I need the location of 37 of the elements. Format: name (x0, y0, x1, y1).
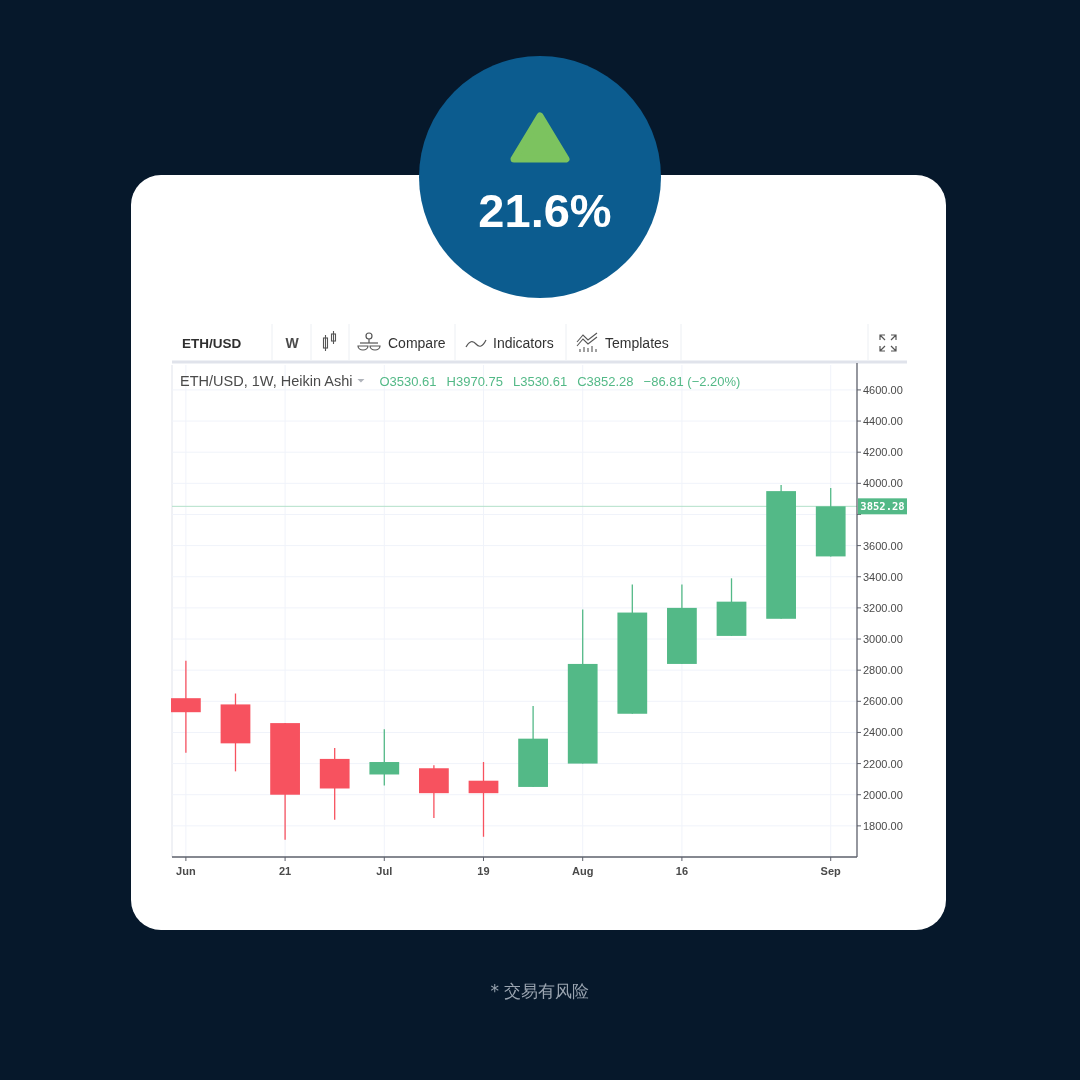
y-tick-label: 3200.00 (863, 601, 903, 614)
annotation: L3530.61 (512, 374, 568, 389)
y-tick-label: 4200.00 (863, 446, 903, 459)
x-tick-label: Jun (176, 865, 196, 877)
text: * 交易有风险 (490, 981, 590, 1001)
y-tick-label: 3400.00 (863, 570, 903, 583)
y-tick-label: 2000.00 (863, 788, 903, 801)
annotation: H3970.75 (446, 374, 503, 389)
text: ETH/USD (182, 336, 242, 351)
annotation: C3852.28 (577, 374, 634, 389)
y-tick-label: 4400.00 (863, 415, 903, 428)
ref-line-label: 3852.28 (860, 500, 905, 513)
y-tick-label: 4600.00 (863, 383, 903, 396)
y-tick-label: 4000.00 (863, 477, 903, 490)
annotation: O3530.61 (379, 374, 437, 389)
y-tick-label: 2600.00 (863, 695, 903, 708)
x-tick-label: 19 (477, 865, 490, 877)
candlestick (171, 660, 201, 754)
x-tick-label: Sep (820, 865, 842, 877)
x-tick-label: 16 (675, 865, 689, 877)
x-tick-label: Jul (376, 865, 393, 877)
text: ETH/USD, 1W, Heikin Ashi (180, 373, 353, 389)
candlestick (468, 761, 499, 838)
y-tick-label: 2800.00 (863, 664, 903, 677)
y-tick-label: 3000.00 (863, 633, 903, 646)
y-tick-label: 2400.00 (863, 726, 903, 739)
text: Indicators (493, 335, 554, 351)
y-tick-label: 1800.00 (863, 819, 903, 832)
x-tick-label: Aug (572, 865, 594, 877)
y-tick-label: 3600.00 (863, 539, 903, 552)
y-tick-label: 2200.00 (863, 757, 903, 770)
annotation: −86.81 (−2.20%) (643, 374, 741, 389)
text: Templates (605, 335, 669, 351)
text: 21.6% (478, 184, 612, 237)
text: Compare (388, 335, 446, 351)
text: W (285, 335, 300, 351)
x-tick-label: 21 (278, 865, 292, 877)
